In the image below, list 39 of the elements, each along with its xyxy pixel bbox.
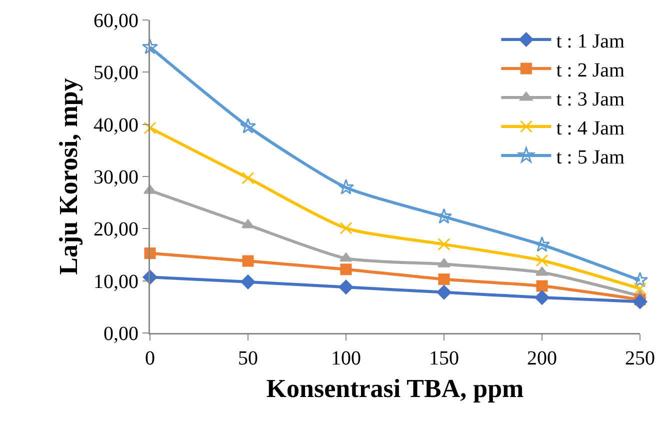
point — [632, 272, 648, 288]
point — [338, 179, 354, 194]
y-tick-label: 10,00 — [94, 270, 138, 293]
y-tick-label: 20,00 — [94, 218, 138, 241]
point — [534, 290, 550, 305]
point — [338, 280, 354, 294]
x-tick-label: 0 — [145, 348, 155, 370]
x-tick-label: 50 — [238, 348, 258, 370]
point — [340, 222, 352, 234]
x-tick-label: 150 — [429, 348, 459, 370]
x-tick-label: 100 — [331, 348, 361, 370]
legend-label: t : 4 Jam — [556, 117, 625, 140]
y-tick-label: 60,00 — [94, 10, 138, 32]
point — [632, 294, 648, 309]
legend-label: t : 3 Jam — [556, 88, 625, 110]
point — [536, 254, 548, 267]
point — [240, 274, 256, 290]
point — [634, 282, 646, 295]
x-tick-label: 250 — [625, 348, 655, 370]
y-tick-label: 30,00 — [94, 166, 138, 188]
y-axis-title: Laju Korosi, mpy — [54, 78, 84, 275]
point — [242, 255, 254, 267]
y-tick-label: 40,00 — [94, 114, 138, 136]
legend-label: t : 5 Jam — [556, 146, 625, 168]
point — [142, 38, 158, 54]
x-tick-label: 200 — [527, 348, 557, 370]
legend-label: t : 1 Jam — [556, 30, 625, 52]
point — [438, 238, 450, 251]
y-tick-label: 0,00 — [104, 323, 138, 345]
point — [242, 172, 254, 184]
point — [340, 264, 352, 276]
point — [436, 285, 452, 300]
point — [536, 280, 548, 292]
point — [240, 118, 256, 134]
x-axis-title: Konsentrasi TBA, ppm — [266, 374, 524, 403]
y-tick-label: 50,00 — [94, 62, 138, 84]
point — [438, 274, 450, 286]
legend-label: t : 2 Jam — [556, 59, 625, 82]
point — [144, 122, 156, 134]
